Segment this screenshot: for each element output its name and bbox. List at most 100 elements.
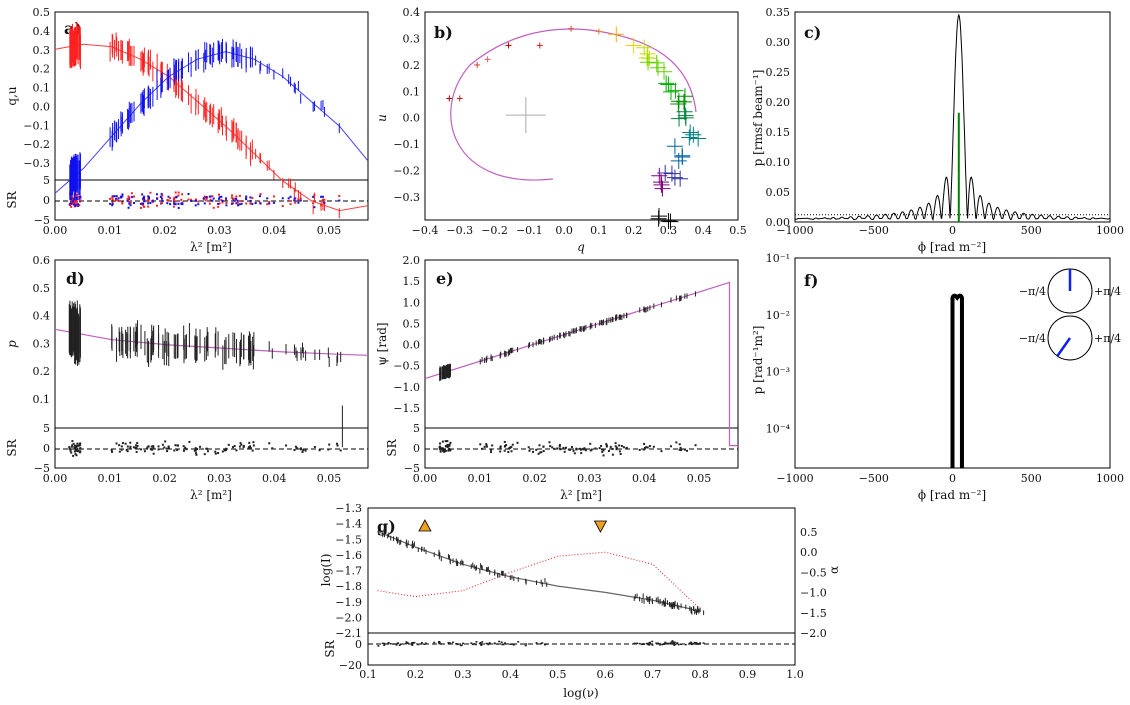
panel-g-ylabel: log(I) [319, 554, 333, 587]
panel-e-residual [510, 450, 513, 453]
panel-g-residual [501, 643, 504, 645]
panel-e-residual [448, 443, 451, 446]
panel-g-residual [405, 642, 408, 645]
panel-a-xtick: 0.05 [317, 224, 342, 237]
panel-a-residual-q [172, 205, 175, 208]
panel-e-residual [540, 451, 543, 454]
panel-a-residual-u [139, 202, 142, 205]
panel-g-residual [381, 642, 384, 645]
panel-e-residual [491, 444, 494, 447]
panel-c-xtick: −1000 [776, 224, 813, 237]
panel-a-residual-u [209, 195, 212, 198]
panel-e-xlabel: λ² [m²] [560, 488, 602, 502]
panel-d-residual [75, 445, 78, 448]
panel-a-residual-q [109, 197, 112, 200]
panel-d-residual [206, 450, 209, 453]
panel-d-residual [157, 448, 160, 451]
panel-d-residual [72, 454, 75, 457]
panel-g-xtick: 0.7 [644, 668, 662, 681]
panel-a-residual-u [211, 199, 214, 202]
panel-b-ytick: −0.2 [393, 165, 420, 178]
panel-e-residual [551, 446, 554, 449]
panel-a-residual-u [147, 202, 150, 205]
panel-g-residual [498, 640, 501, 643]
panel-g-label: g) [377, 517, 396, 536]
panel-a-residual-q [259, 193, 262, 196]
panel-a-residual-u [190, 199, 193, 202]
panel-d-residual [194, 447, 197, 450]
panel-e-residual [490, 451, 493, 454]
panel-a-residual-q [208, 202, 211, 205]
panel-a-residual-u [121, 193, 124, 196]
panel-a-xlabel: λ² [m²] [190, 240, 232, 254]
panel-g-residual [670, 641, 673, 644]
panel-g-residual [646, 643, 649, 645]
panel-e-residual-frame [424, 427, 739, 469]
panel-g-residual [672, 642, 675, 645]
panel-g-residual [383, 642, 386, 645]
panel-d-residual [111, 450, 114, 453]
panel-a-residual-q [194, 198, 197, 201]
panel-e-residual [490, 448, 493, 451]
panel-d-residual [335, 442, 338, 445]
panel-a-residual-q [142, 198, 145, 201]
panel-a-residual-q [299, 197, 302, 200]
panel-a-residual-u [127, 206, 130, 209]
panel-g-residual [411, 641, 414, 644]
panel-d-residual [129, 445, 132, 448]
panel-a-residual-q [297, 198, 300, 201]
panel-a-residual-q [151, 201, 154, 204]
panel-d-residual [78, 443, 81, 446]
panel-d-residual [174, 444, 177, 447]
panel-e-residual [582, 448, 585, 451]
panel-e-residual [439, 450, 442, 453]
panel-a-residual-u [70, 193, 73, 196]
panel-a-residual-u [160, 192, 163, 195]
panel-a-residual-u [128, 202, 131, 205]
panel-g-residual [386, 643, 389, 645]
panel-g-residual [417, 643, 420, 646]
panel-g-residual [673, 642, 676, 644]
panel-g-residual [642, 642, 645, 645]
panel-a-residual-u [149, 201, 152, 204]
panel-g-residual [673, 644, 676, 646]
panel-e-ytick: 2.0 [403, 254, 421, 267]
panel-g-marker-up [418, 519, 432, 532]
panel-e-residual [620, 444, 623, 447]
panel-g-residual [540, 642, 543, 645]
panel-e-residual [605, 443, 608, 446]
panel-a-ytick: −0.3 [23, 157, 50, 170]
panel-c: c) 0.35 0.30 0.25 0.20 0.15 0.10 0.05 0.00 −100… [751, 6, 1124, 254]
panel-d-xtick: 0.03 [207, 472, 232, 485]
panel-g-residual [671, 640, 674, 642]
panel-f-ylabel: p [rad⁻¹m²] [751, 326, 765, 395]
panel-a-residual-q [203, 195, 206, 198]
panel-d-residual [161, 443, 164, 446]
panel-a-residual-u [167, 195, 170, 198]
panel-a-residual-u [151, 199, 154, 202]
panel-b-yticks: 0.4 0.3 0.2 0.1 0.0 −0.1 −0.2 −0.3 [393, 6, 420, 204]
panel-e-residual [542, 450, 545, 453]
panel-e-ytick: 0.0 [403, 339, 421, 352]
panel-d-residual [173, 449, 176, 452]
panel-e-ytick: 1.0 [403, 296, 421, 309]
panel-g-residual [504, 642, 507, 644]
panel-a-residual-q [142, 204, 145, 207]
panel-e-xtick: 0.00 [413, 472, 438, 485]
panel-e-residual [527, 446, 530, 449]
panel-d-residual [328, 443, 331, 446]
panel-e-xtick: 0.03 [577, 472, 602, 485]
panel-d-residual [301, 450, 304, 453]
panel-f-dial-right: +π/4 [1094, 285, 1121, 298]
panel-d-residual [76, 442, 79, 445]
panel-e-residual [575, 447, 578, 450]
panel-d-residual [206, 447, 209, 450]
panel-e-residual-ylabel: SR [385, 438, 399, 456]
panel-e-residual [601, 450, 604, 453]
panel-e-ytick: 1.5 [403, 275, 421, 288]
panel-g-ytick: −1.4 [335, 518, 362, 531]
panel-e-residual [580, 452, 583, 455]
panel-e-residual [558, 443, 561, 446]
panel-a-residual-q [129, 201, 132, 204]
panel-e-residual [683, 448, 686, 451]
